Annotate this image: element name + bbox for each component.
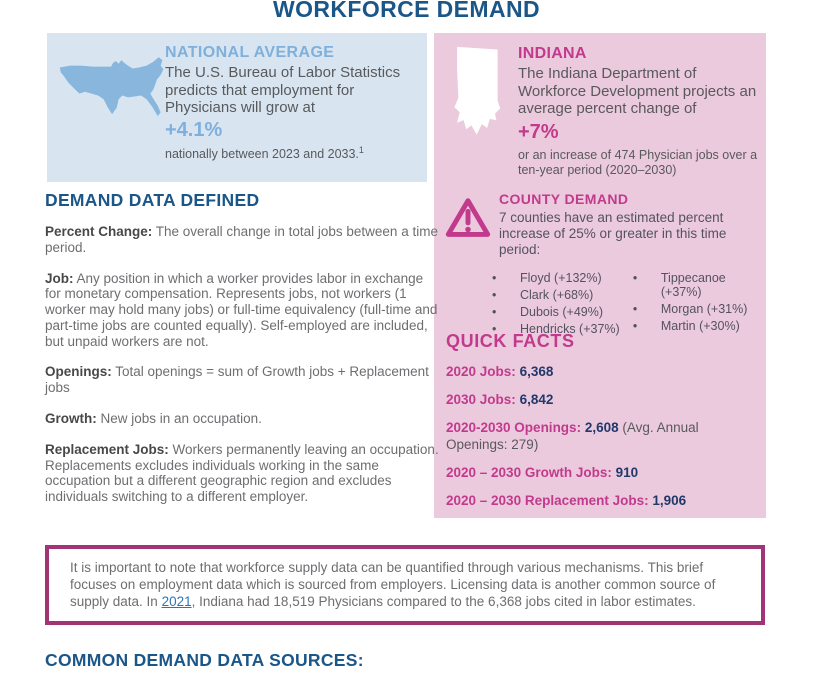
county-item: Hendricks (+37%) [492, 322, 633, 336]
national-average-panel: NATIONAL AVERAGE The U.S. Bureau of Labo… [47, 33, 427, 182]
warning-triangle-icon [445, 198, 491, 237]
national-average-body: The U.S. Bureau of Labor Statistics pred… [165, 64, 401, 117]
common-demand-data-sources-heading: COMMON DEMAND DATA SOURCES: [45, 650, 364, 670]
quick-fact-2020-jobs: 2020 Jobs: 6,368 [446, 364, 554, 379]
supply-data-note-box: It is important to note that workforce s… [45, 545, 765, 625]
national-growth-stat: +4.1% [165, 119, 223, 142]
indiana-state-icon [454, 46, 501, 135]
supply-data-note-text: It is important to note that workforce s… [70, 560, 716, 610]
definition-percent-change: Percent Change: The overall change in to… [45, 224, 438, 255]
definition-growth: Growth: New jobs in an occupation. [45, 411, 262, 427]
county-item: Dubois (+49%) [492, 305, 633, 319]
us-map-icon [59, 57, 164, 117]
national-average-content: NATIONAL AVERAGE The U.S. Bureau of Labo… [165, 44, 417, 161]
demand-data-defined-heading: DEMAND DATA DEFINED [45, 190, 260, 210]
quick-fact-replacement-jobs: 2020 – 2030 Replacement Jobs: 1,906 [446, 492, 687, 508]
county-item: Martin (+30%) [633, 319, 766, 333]
county-item: Floyd (+132%) [492, 271, 633, 285]
indiana-body: The Indiana Department of Workforce Deve… [518, 65, 757, 118]
county-item: Morgan (+31%) [633, 302, 766, 316]
quick-facts-section: QUICK FACTS 2020 Jobs: 6,368 2030 Jobs: … [446, 331, 758, 509]
indiana-content: INDIANA The Indiana Department of Workfo… [518, 45, 758, 179]
county-demand-content: COUNTY DEMAND 7 counties have an estimat… [499, 191, 755, 259]
quick-fact-openings: 2020-2030 Openings: 2,608 (Avg. Annual O… [446, 420, 699, 452]
footnote-marker: 1 [358, 145, 364, 156]
county-demand-section: COUNTY DEMAND 7 counties have an estimat… [434, 191, 766, 339]
quick-facts-heading: QUICK FACTS [446, 331, 575, 351]
county-list: Floyd (+132%) Clark (+68%) Dubois (+49%)… [492, 271, 766, 339]
quick-fact-growth-jobs: 2020 – 2030 Growth Jobs: 910 [446, 464, 639, 480]
county-demand-heading: COUNTY DEMAND [499, 191, 629, 207]
indiana-footnote: or an increase of 474 Physician jobs ove… [518, 148, 758, 178]
indiana-growth-stat: +7% [518, 121, 559, 144]
county-list-column-2: Tippecanoe (+37%) Morgan (+31%) Martin (… [633, 271, 766, 339]
national-average-heading: NATIONAL AVERAGE [165, 44, 335, 61]
demand-data-defined-section: DEMAND DATA DEFINED Percent Change: The … [45, 190, 439, 520]
county-item: Tippecanoe (+37%) [633, 271, 766, 299]
indiana-heading: INDIANA [518, 45, 587, 62]
licensing-data-2021-link[interactable]: 2021 [161, 594, 192, 610]
page-title: WORKFORCE DEMAND [272, 0, 541, 22]
definition-job: Job: Any position in which a worker prov… [45, 270, 438, 349]
definition-openings: Openings: Total openings = sum of Growth… [45, 364, 429, 396]
county-list-column-1: Floyd (+132%) Clark (+68%) Dubois (+49%)… [492, 271, 633, 339]
national-footnote: nationally between 2023 and 2033.1 [165, 145, 364, 162]
quick-fact-2030-jobs: 2030 Jobs: 6,842 [446, 392, 554, 408]
indiana-panel: INDIANA The Indiana Department of Workfo… [434, 33, 766, 518]
county-item: Clark (+68%) [492, 288, 633, 302]
county-demand-intro: 7 counties have an estimated percent inc… [499, 210, 727, 258]
definition-replacement-jobs: Replacement Jobs: Workers permanently le… [45, 441, 439, 505]
